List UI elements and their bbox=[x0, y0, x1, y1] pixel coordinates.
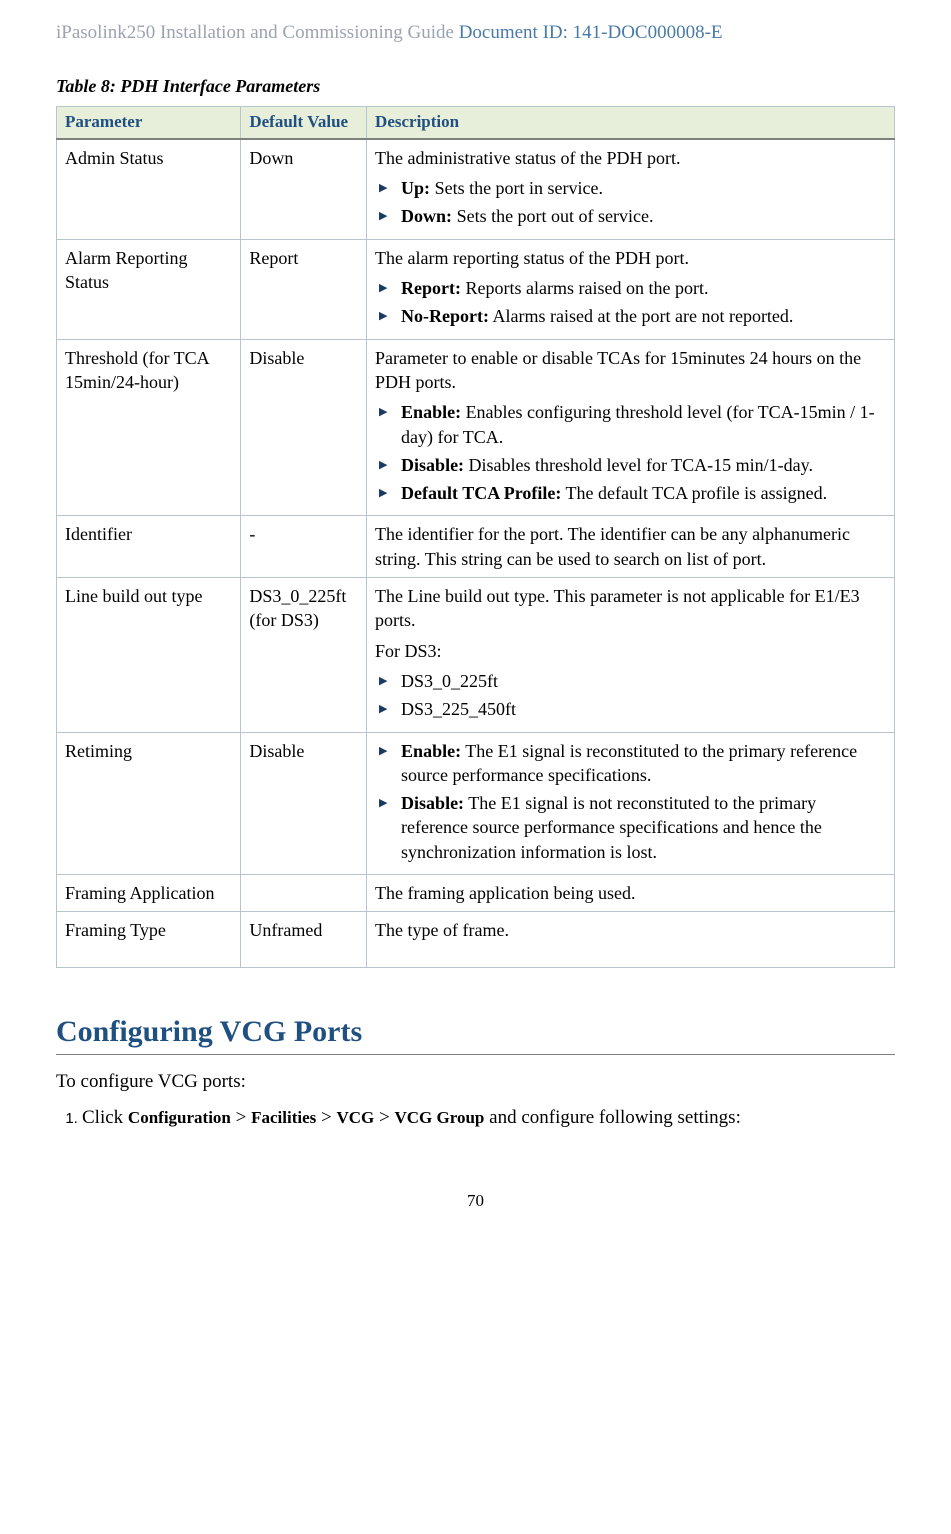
default-cell: DS3_0_225ft (for DS3) bbox=[241, 578, 367, 732]
default-cell: Down bbox=[241, 139, 367, 239]
list-item: Enable: The E1 signal is reconstituted t… bbox=[375, 739, 886, 788]
table-row: Framing Application The framing applicat… bbox=[57, 875, 895, 912]
list-item: Report: Reports alarms raised on the por… bbox=[375, 276, 886, 300]
desc-intro: The administrative status of the PDH por… bbox=[375, 146, 886, 170]
list-item: DS3_0_225ft bbox=[375, 669, 886, 693]
param-cell: Framing Application bbox=[57, 875, 241, 912]
table-row: Identifier - The identifier for the port… bbox=[57, 516, 895, 578]
table-caption: Table 8: PDH Interface Parameters bbox=[56, 74, 895, 98]
list-item: Disable: The E1 signal is not reconstitu… bbox=[375, 791, 886, 864]
document-header: iPasolink250 Installation and Commission… bbox=[56, 20, 895, 46]
column-header-parameter: Parameter bbox=[57, 106, 241, 138]
description-cell: The Line build out type. This parameter … bbox=[367, 578, 895, 732]
table-row: Alarm Reporting Status Report The alarm … bbox=[57, 239, 895, 339]
description-cell: Parameter to enable or disable TCAs for … bbox=[367, 339, 895, 516]
default-cell: Disable bbox=[241, 732, 367, 874]
description-cell: The type of frame. bbox=[367, 912, 895, 967]
desc-intro: For DS3: bbox=[375, 639, 886, 663]
product-name: iPasolink250 Installation and Commission… bbox=[56, 22, 459, 43]
default-cell bbox=[241, 875, 367, 912]
column-header-default-value: Default Value bbox=[241, 106, 367, 138]
list-item: Up: Sets the port in service. bbox=[375, 176, 886, 200]
param-cell: Admin Status bbox=[57, 139, 241, 239]
param-cell: Line build out type bbox=[57, 578, 241, 732]
default-cell: - bbox=[241, 516, 367, 578]
param-cell: Threshold (for TCA 15min/24-hour) bbox=[57, 339, 241, 516]
document-id: Document ID: 141-DOC000008-E bbox=[459, 22, 723, 43]
description-cell: The alarm reporting status of the PDH po… bbox=[367, 239, 895, 339]
table-row: Retiming Disable Enable: The E1 signal i… bbox=[57, 732, 895, 874]
steps-list: Click Configuration > Facilities > VCG >… bbox=[56, 1105, 895, 1131]
param-cell: Framing Type bbox=[57, 912, 241, 967]
page-number: 70 bbox=[56, 1190, 895, 1213]
description-cell: The framing application being used. bbox=[367, 875, 895, 912]
column-header-description: Description bbox=[367, 106, 895, 138]
step-item: Click Configuration > Facilities > VCG >… bbox=[82, 1105, 895, 1131]
default-cell: Unframed bbox=[241, 912, 367, 967]
list-item: Down: Sets the port out of service. bbox=[375, 204, 886, 228]
list-item: Enable: Enables configuring threshold le… bbox=[375, 400, 886, 449]
desc-intro: Parameter to enable or disable TCAs for … bbox=[375, 346, 886, 395]
list-item: Disable: Disables threshold level for TC… bbox=[375, 453, 886, 477]
section-intro: To configure VCG ports: bbox=[56, 1069, 895, 1095]
list-item: No-Report: Alarms raised at the port are… bbox=[375, 304, 886, 328]
default-cell: Report bbox=[241, 239, 367, 339]
list-item: DS3_225_450ft bbox=[375, 697, 886, 721]
list-item: Default TCA Profile: The default TCA pro… bbox=[375, 481, 886, 505]
table-row: Threshold (for TCA 15min/24-hour) Disabl… bbox=[57, 339, 895, 516]
param-cell: Alarm Reporting Status bbox=[57, 239, 241, 339]
table-row: Framing Type Unframed The type of frame. bbox=[57, 912, 895, 967]
section-heading-configuring-vcg-ports: Configuring VCG Ports bbox=[56, 1012, 895, 1056]
pdh-interface-parameters-table: Parameter Default Value Description Admi… bbox=[56, 106, 895, 968]
desc-intro: The alarm reporting status of the PDH po… bbox=[375, 246, 886, 270]
description-cell: The administrative status of the PDH por… bbox=[367, 139, 895, 239]
default-cell: Disable bbox=[241, 339, 367, 516]
table-row: Admin Status Down The administrative sta… bbox=[57, 139, 895, 239]
description-cell: The identifier for the port. The identif… bbox=[367, 516, 895, 578]
desc-intro: The Line build out type. This parameter … bbox=[375, 584, 886, 633]
table-row: Line build out type DS3_0_225ft (for DS3… bbox=[57, 578, 895, 732]
param-cell: Identifier bbox=[57, 516, 241, 578]
description-cell: Enable: The E1 signal is reconstituted t… bbox=[367, 732, 895, 874]
param-cell: Retiming bbox=[57, 732, 241, 874]
